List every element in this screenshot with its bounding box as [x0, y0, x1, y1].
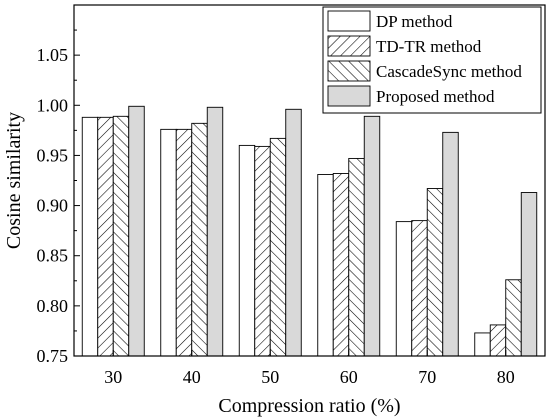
- legend-label-1: TD-TR method: [376, 37, 482, 56]
- x-tick-label: 40: [183, 367, 201, 387]
- bar-50-2: [269, 137, 287, 357]
- bar-60-3: [363, 115, 381, 357]
- x-tick-label: 70: [418, 367, 436, 387]
- bar-80-0: [474, 332, 491, 357]
- y-tick-label: 0.90: [37, 196, 69, 216]
- x-tick-label: 80: [497, 367, 515, 387]
- bar-30-0: [81, 116, 99, 357]
- legend-swatch-1: [327, 35, 371, 57]
- bar-40-3: [206, 106, 224, 357]
- legend-swatch-0: [327, 10, 371, 32]
- x-tick-label: 60: [340, 367, 358, 387]
- bar-30-3: [128, 105, 145, 357]
- y-axis-title: Cosine similarity: [3, 112, 25, 249]
- legend-label-2: CascadeSync method: [376, 62, 522, 81]
- legend-label-3: Proposed method: [376, 87, 495, 106]
- legend: DP method TD-TR method CascadeSync method P…: [322, 6, 542, 114]
- bar-80-2: [505, 279, 522, 357]
- bar-40-1: [175, 128, 193, 357]
- y-tick-label: 0.75: [37, 346, 69, 366]
- bar-30-1: [97, 116, 114, 357]
- bar-80-1: [489, 324, 507, 357]
- y-tick-label: 1.05: [37, 45, 69, 65]
- bar-40-2: [191, 122, 208, 357]
- y-tick-label: 0.95: [37, 145, 69, 165]
- y-tick-label: 1.00: [37, 95, 69, 115]
- y-tick-label: 0.85: [37, 246, 69, 266]
- bar-70-2: [426, 188, 444, 357]
- bar-30-2: [112, 115, 130, 357]
- bar-50-3: [285, 108, 302, 357]
- x-tick-label: 50: [261, 367, 279, 387]
- x-axis-title: Compression ratio (%): [218, 395, 400, 417]
- bar-50-1: [254, 145, 271, 357]
- legend-swatch-2: [327, 60, 371, 82]
- bar-60-2: [348, 157, 365, 357]
- legend-label-0: DP method: [376, 12, 453, 31]
- bar-60-1: [332, 173, 350, 357]
- x-tick-label: 30: [104, 367, 122, 387]
- bars-layer: [81, 105, 538, 357]
- bar-80-3: [520, 192, 538, 357]
- bar-70-0: [395, 221, 413, 357]
- y-tick-label: 0.80: [37, 296, 69, 316]
- ticks-layer: 0.75 0.80 0.85 0.90 0.95 1.00 1.05 30 40 50 60 70 80: [37, 29, 515, 387]
- bar-70-3: [442, 131, 459, 357]
- bar-70-1: [411, 220, 428, 357]
- bar-40-0: [160, 128, 177, 357]
- bar-50-0: [238, 144, 256, 357]
- legend-swatch-3: [327, 85, 371, 107]
- bar-60-0: [317, 174, 334, 357]
